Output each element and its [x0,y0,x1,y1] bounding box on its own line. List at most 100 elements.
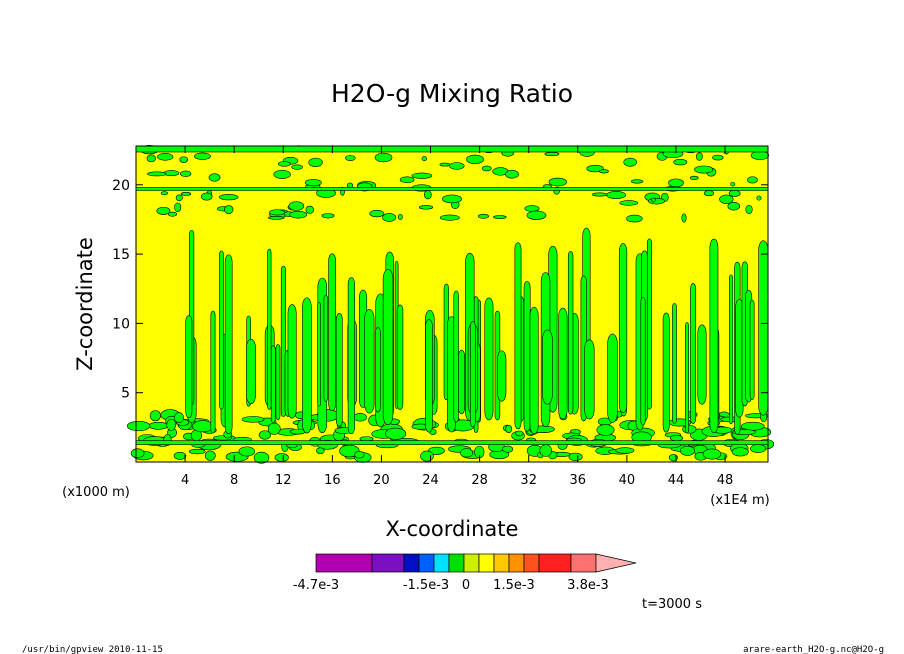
contour-blob [399,176,415,184]
contour-blob [208,173,221,182]
contour-blob [369,209,385,218]
contour-blob [730,181,736,187]
contour-blob [591,192,608,197]
contour-blob [126,421,151,432]
contour-blob [418,205,434,210]
colorbar-labels: -4.7e-3 -1.5e-3 0 1.5e-3 3.8e-3 [293,578,609,593]
contour-blob [411,172,433,179]
contour-plume [514,242,522,430]
contour-blob [274,453,289,462]
contour-blob [630,179,644,184]
contour-plume [287,304,297,419]
contour-blob [421,156,428,162]
contour-blob [305,205,314,214]
contour-blob [689,175,699,180]
contour-plume [529,306,539,434]
contour-blob [681,213,687,223]
contour-plume [640,296,646,426]
contour-blob [397,213,403,220]
contour-blob [316,447,325,455]
contour-plume [374,327,381,413]
contour-blob [481,165,492,172]
contour-blob [180,170,192,177]
contour-blob [702,448,722,460]
contour-plume [335,313,343,427]
colorbar-label: 0 [462,578,470,593]
contour-blob [146,154,156,163]
contour-blob [174,202,182,212]
contour-blob [175,194,183,202]
contour-blob [668,178,684,188]
x-tick-label: 20 [373,473,390,488]
plot-area [126,145,775,464]
contour-blob [719,194,734,204]
contour-plume [267,248,272,410]
contour-blob [439,162,451,167]
contour-blob [524,205,540,212]
contour-plume [224,254,233,435]
contour-plume [382,269,394,425]
contour-blob [449,162,465,170]
contour-blob [439,214,460,221]
contour-band [135,187,769,191]
contour-blob [192,420,214,433]
x-axis-label: X-coordinate [386,517,519,541]
contour-plume [690,283,697,424]
colorbar-arrow [595,553,637,573]
contour-blob [673,158,688,166]
contour-blob [648,197,665,205]
x-tick-label: 24 [422,473,439,488]
contour-plume [523,281,531,432]
contour-features [126,145,775,464]
colorbar-swatch [433,553,450,573]
colorbar-swatch [418,553,435,573]
contour-plume [275,344,281,421]
contour-plume [672,303,677,424]
colorbar-label: -4.7e-3 [293,578,339,593]
contour-blob [269,209,286,216]
contour-blob [200,192,213,201]
contour-blob [258,430,271,440]
x-tick-label: 32 [520,473,537,488]
x-axis-ticks: 4 8 12 16 20 24 28 32 36 40 44 48 [181,146,733,488]
y-axis-ticks: 5 10 15 20 [112,178,768,402]
contour-blob [586,164,604,173]
colorbar-swatch [478,553,495,573]
contour-blob [694,165,714,174]
contour-blob [345,155,356,161]
contour-plume [758,240,769,416]
contour-band [135,145,769,153]
colorbar-label: -1.5e-3 [403,578,449,593]
contour-plume [497,350,507,402]
contour-blob [459,448,474,458]
contour-plume [469,321,476,428]
contour-plume [425,319,433,433]
contour-blob [218,194,239,201]
contour-plume [219,250,224,410]
contour-plume [542,329,553,405]
contour-plume [328,253,337,412]
colorbar-swatch [448,553,465,573]
contour-blob [599,169,609,174]
contour-blob [194,152,211,160]
contour-blob [354,451,365,459]
contour-blob [148,421,169,430]
y-axis-label: Z-coordinate [73,237,97,371]
contour-blob [423,190,432,200]
contour-blob [615,447,635,454]
contour-plume [584,339,595,420]
contour-plume [302,297,312,434]
y-unit-label: (x1000 m) [62,485,130,500]
contour-blob [204,450,216,461]
contour-blob [728,189,741,197]
contour-blob [238,446,256,457]
contour-blob [731,447,749,457]
contour-blob [695,152,703,161]
contour-blob [682,424,697,434]
x-tick-label: 44 [668,473,685,488]
contour-blob [515,430,524,437]
contour-blob [267,215,285,220]
contour-plume [364,309,375,414]
time-label: t=3000 s [642,597,702,612]
